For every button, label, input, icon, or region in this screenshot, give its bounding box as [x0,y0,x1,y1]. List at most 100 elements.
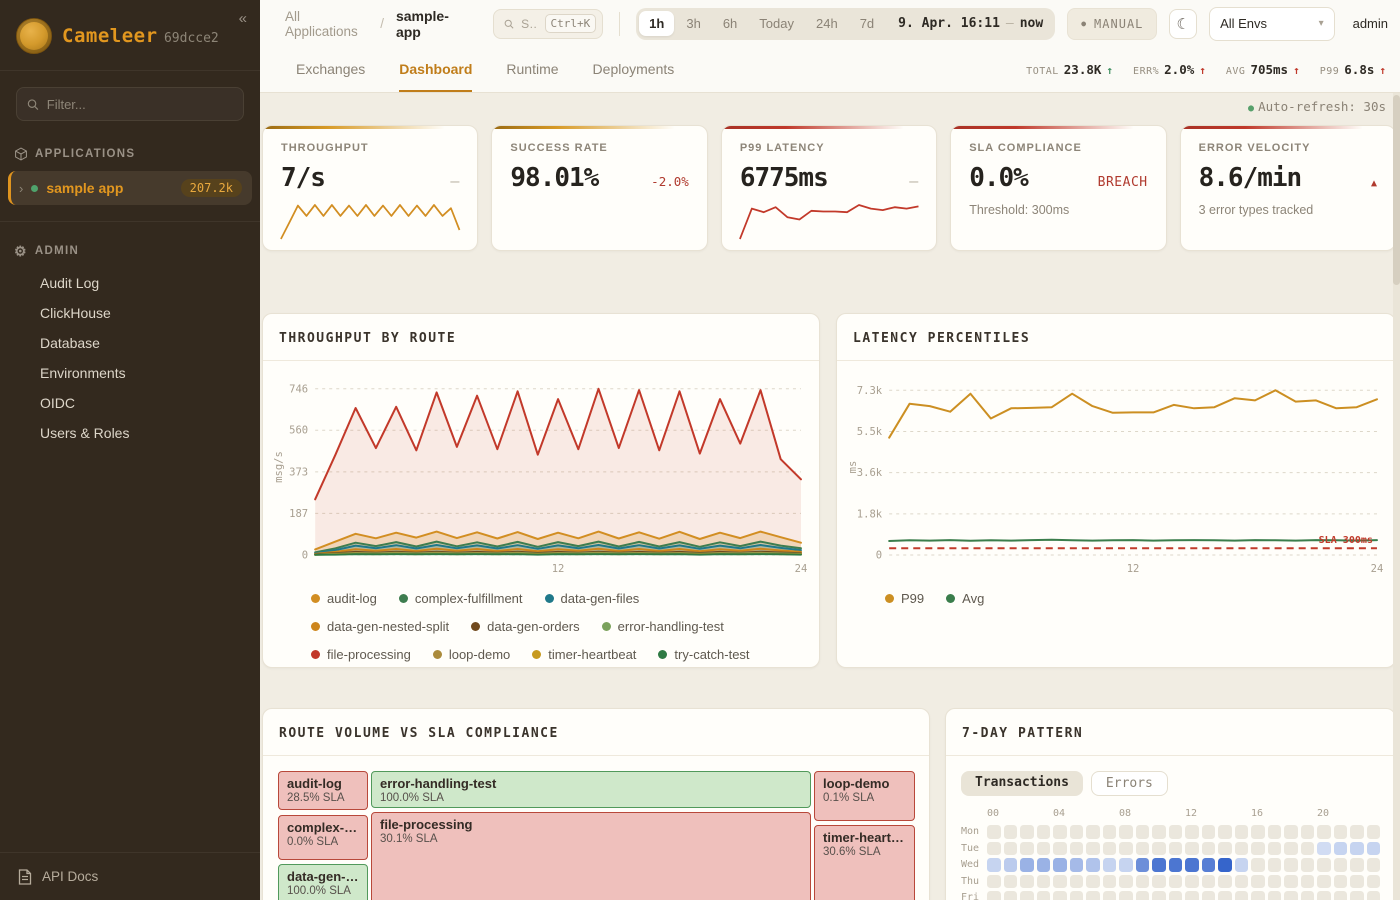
card-accent [263,126,477,129]
kpi-value: 0.0% [969,163,1028,193]
heatmap-cell [1103,825,1117,839]
heatmap-cell [1152,842,1166,856]
tab-exchanges[interactable]: Exchanges [296,47,365,92]
time-range-7d[interactable]: 7d [850,11,884,36]
scrollbar-track[interactable] [1393,93,1400,900]
sidebar-item-audit-log[interactable]: Audit Log [0,268,260,298]
heatmap-cell [1284,842,1298,856]
sidebar-header: Cameleer 69dcce2 « [0,0,260,71]
legend-item[interactable]: loop-demo [433,647,510,662]
heatmap-cell [1317,891,1331,900]
tab-deployments[interactable]: Deployments [593,47,675,92]
sla-treemap: audit-log28.5% SLA complex-fulfillment0.0… [278,771,914,900]
time-range-group: 1h 3h 6h Today 24h 7d 9. Apr. 16:11—now [636,8,1055,40]
manual-refresh-button[interactable]: ● MANUAL [1067,8,1157,40]
filter-input[interactable] [47,97,233,112]
application-name: sample app [46,180,172,196]
trend-up-icon: ↑ [1379,64,1386,77]
treemap-tile[interactable]: error-handling-test100.0% SLA [371,771,811,808]
chart-body: 01.8k3.6k5.5k7.3k1224msSLA 300ms P99Avg [837,361,1395,606]
treemap-tile[interactable]: audit-log28.5% SLA [278,771,368,810]
sidebar-item-sample-app[interactable]: › sample app 207.2k [8,171,252,205]
dark-mode-toggle[interactable]: ☾ [1169,9,1197,39]
sidebar-item-clickhouse[interactable]: ClickHouse [0,298,260,328]
tab-dashboard[interactable]: Dashboard [399,47,472,92]
legend-item[interactable]: error-handling-test [602,619,724,634]
tab-errors[interactable]: Errors [1091,771,1168,796]
legend-item[interactable]: data-gen-nested-split [311,619,449,634]
legend-item[interactable]: P99 [885,591,924,606]
day-label: Tue [961,843,987,854]
legend-item[interactable]: file-processing [311,647,411,662]
svg-text:373: 373 [289,466,308,478]
sidebar-item-environments[interactable]: Environments [0,358,260,388]
sidebar-item-database[interactable]: Database [0,328,260,358]
global-search[interactable]: S… Ctrl+K [493,9,603,39]
svg-text:7.3k: 7.3k [857,385,883,397]
heatmap-cells [987,842,1380,856]
svg-text:ms: ms [847,461,859,474]
heatmap-cell [1251,875,1265,889]
legend-item[interactable]: audit-log [311,591,377,606]
heatmap-cell [1020,891,1034,900]
heatmap-row: Thu [961,875,1380,889]
treemap-tile[interactable]: timer-heartbeat30.6% SLA [814,825,915,900]
sidebar-item-users-roles[interactable]: Users & Roles [0,418,260,448]
collapse-sidebar-icon[interactable]: « [239,10,247,27]
card-accent [492,126,706,129]
heatmap-cell [1301,891,1315,900]
heatmap-cell [1103,858,1117,872]
legend-item[interactable]: try-catch-test [658,647,749,662]
treemap-tile[interactable]: complex-fulfillment0.0% SLA [278,815,368,860]
svg-text:24: 24 [1371,563,1384,575]
user-name[interactable]: admin [1353,16,1388,31]
treemap-tile[interactable]: loop-demo0.1% SLA [814,771,915,821]
expand-chevron-icon[interactable]: › [19,181,23,196]
throughput-legend: audit-log complex-fulfillment data-gen-fil… [271,579,811,662]
search-placeholder: S… [521,17,537,31]
heatmap-cell [1218,842,1232,856]
heatmap-cell [1235,858,1249,872]
legend-item[interactable]: data-gen-orders [471,619,580,634]
admin-label: ADMIN [35,245,79,257]
legend-dot [311,622,320,631]
legend-item[interactable]: data-gen-files [545,591,640,606]
tab-transactions[interactable]: Transactions [961,771,1083,796]
heatmap-row: Mon [961,825,1380,839]
legend-item[interactable]: complex-fulfillment [399,591,523,606]
heatmap-cell [1004,875,1018,889]
route-volume-sla-panel: ROUTE VOLUME VS SLA COMPLIANCE audit-log… [262,708,930,900]
legend-item[interactable]: timer-heartbeat [532,647,636,662]
svg-text:0: 0 [302,550,308,562]
scrollbar-thumb[interactable] [1393,95,1400,285]
kpi-title: SUCCESS RATE [510,142,688,154]
filter-box[interactable] [16,87,244,121]
heatmap-cell [1235,875,1249,889]
time-range-6h[interactable]: 6h [713,11,747,36]
tab-runtime[interactable]: Runtime [506,47,558,92]
environment-select[interactable]: All Envs ▾ [1209,7,1335,41]
topbar-divider [619,12,620,36]
sidebar-item-oidc[interactable]: OIDC [0,388,260,418]
time-range-today[interactable]: Today [749,11,804,36]
tile-route-name: complex-fulfillment [287,820,359,835]
legend-dot [658,650,667,659]
treemap-tile[interactable]: file-processing30.1% SLA [371,812,811,900]
trend-up-icon: ↑ [1293,64,1300,77]
time-range-1h[interactable]: 1h [639,11,674,36]
breadcrumb-all-applications[interactable]: All Applications [285,9,368,39]
breadcrumb-separator: / [380,16,384,31]
heatmap-cell [1086,842,1100,856]
heatmap-cell [1284,891,1298,900]
legend-item[interactable]: Avg [946,591,984,606]
api-docs-link[interactable]: API Docs [0,852,260,900]
heatmap-cell [987,891,1001,900]
treemap-tile[interactable]: data-gen-files100.0% SLA [278,864,368,900]
legend-dot [311,650,320,659]
time-range-3h[interactable]: 3h [676,11,710,36]
heatmap-cell [1317,875,1331,889]
time-range-display[interactable]: 9. Apr. 16:11—now [898,16,1043,31]
chart-body: 01873735607461224msg/s audit-logcomplex-… [263,361,819,662]
time-range-24h[interactable]: 24h [806,11,848,36]
panel-title: THROUGHPUT BY ROUTE [279,331,456,346]
